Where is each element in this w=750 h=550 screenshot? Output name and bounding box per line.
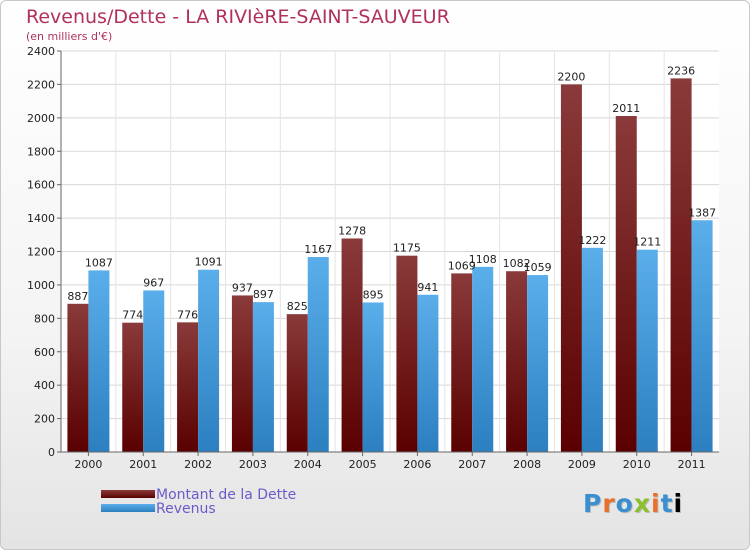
bar-debt-2011 (670, 78, 692, 452)
legend-swatch-revenue (101, 504, 155, 512)
bar-debt-2010 (615, 115, 637, 452)
bar-debt-2003 (231, 295, 253, 452)
data-label-revenue-2007: 1108 (469, 253, 497, 266)
legend-label-debt: Montant de la Dette (156, 487, 297, 503)
y-tick-label: 1200 (27, 246, 55, 259)
bar-debt-2008 (506, 271, 528, 452)
bar-revenue-2011 (691, 220, 713, 452)
y-tick-label: 2400 (27, 45, 55, 58)
y-tick-label: 1400 (27, 212, 55, 225)
bar-revenue-2003 (252, 302, 274, 452)
x-tick-label-2009: 2009 (568, 458, 596, 471)
bar-debt-2002 (177, 322, 199, 452)
data-label-debt-2007: 1069 (448, 259, 476, 272)
data-label-debt-2011: 2236 (667, 64, 695, 77)
bar-revenue-2004 (307, 257, 329, 452)
data-label-debt-2004: 825 (287, 300, 308, 313)
chart-subtitle: (en milliers d'€) (26, 30, 113, 43)
data-label-revenue-2003: 897 (253, 288, 274, 301)
legend-item-revenue: Revenus (101, 501, 341, 517)
x-tick-label-2003: 2003 (239, 458, 267, 471)
data-label-revenue-2006: 941 (417, 281, 438, 294)
bar-revenue-2000 (88, 270, 110, 452)
y-tick-label: 600 (34, 346, 55, 359)
data-label-debt-2005: 1278 (338, 224, 366, 237)
x-tick-label-2001: 2001 (129, 458, 157, 471)
bar-debt-2009 (560, 84, 582, 453)
bar-revenue-2009 (581, 247, 603, 452)
bar-debt-2000 (67, 303, 89, 452)
bar-revenue-2002 (198, 269, 220, 452)
bar-revenue-2005 (362, 302, 384, 452)
x-tick-label-2000: 2000 (74, 458, 102, 471)
chart-title: Revenus/Dette - LA RIVIèRE-SAINT-SAUVEUR (26, 6, 450, 28)
proxiti-logo: Proxiti (583, 489, 684, 518)
bar-revenue-2008 (527, 275, 549, 452)
bar-debt-2006 (396, 255, 418, 452)
y-tick-label: 1000 (27, 279, 55, 292)
data-label-debt-2006: 1175 (393, 242, 421, 255)
legend-label-revenue: Revenus (156, 501, 216, 517)
data-label-debt-2001: 774 (122, 309, 143, 322)
data-label-debt-2000: 887 (67, 290, 88, 303)
x-tick-label-2007: 2007 (458, 458, 486, 471)
x-tick-label-2004: 2004 (294, 458, 322, 471)
x-tick-label-2008: 2008 (513, 458, 541, 471)
x-tick-label-2002: 2002 (184, 458, 212, 471)
bar-debt-2005 (341, 238, 363, 452)
bar-revenue-2010 (636, 249, 658, 452)
data-label-revenue-2010: 1211 (633, 236, 661, 249)
y-tick-label: 200 (34, 413, 55, 426)
bar-debt-2007 (451, 273, 473, 452)
y-tick-label: 1800 (27, 145, 55, 158)
y-tick-label: 800 (34, 312, 55, 325)
legend-item-debt: Montant de la Dette (101, 487, 341, 503)
bar-debt-2001 (122, 322, 144, 452)
bar-revenue-2006 (417, 294, 439, 452)
y-tick-label: 0 (48, 446, 55, 459)
data-label-revenue-2004: 1167 (304, 243, 332, 256)
x-tick-label-2010: 2010 (623, 458, 651, 471)
data-label-debt-2010: 2011 (612, 102, 640, 115)
y-tick-label: 2200 (27, 78, 55, 91)
data-label-revenue-2009: 1222 (578, 234, 606, 247)
data-label-debt-2003: 937 (232, 281, 253, 294)
data-label-revenue-2005: 895 (363, 288, 384, 301)
bar-revenue-2001 (143, 290, 165, 452)
data-label-debt-2008: 1082 (503, 257, 531, 270)
data-label-revenue-2000: 1087 (85, 256, 113, 269)
data-label-revenue-2001: 967 (143, 276, 164, 289)
legend-swatch-debt (101, 490, 155, 498)
y-tick-label: 1600 (27, 179, 55, 192)
x-tick-label-2005: 2005 (349, 458, 377, 471)
y-tick-label: 2000 (27, 112, 55, 125)
x-tick-label-2006: 2006 (403, 458, 431, 471)
data-label-revenue-2002: 1091 (195, 256, 223, 269)
y-tick-label: 400 (34, 379, 55, 392)
data-label-debt-2002: 776 (177, 308, 198, 321)
bar-revenue-2007 (472, 266, 494, 452)
data-label-revenue-2008: 1059 (524, 261, 552, 274)
data-label-revenue-2011: 1387 (688, 206, 716, 219)
bar-debt-2004 (286, 314, 308, 452)
x-tick-label-2011: 2011 (678, 458, 706, 471)
data-label-debt-2009: 2200 (557, 70, 585, 83)
